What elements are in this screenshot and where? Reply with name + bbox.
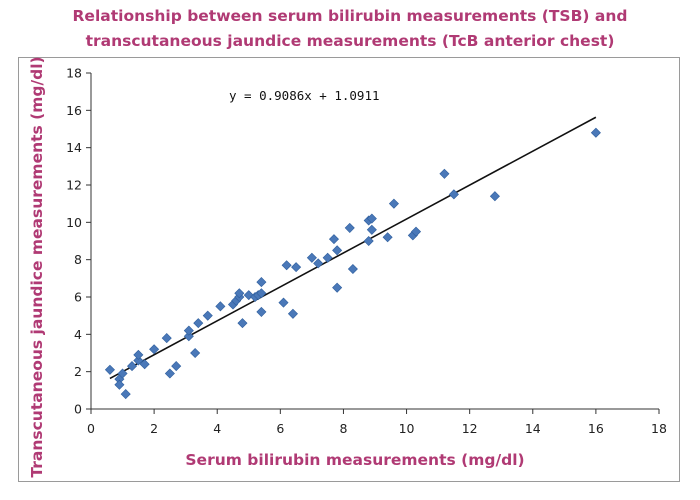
x-tick-label: 18 bbox=[651, 421, 667, 436]
data-point bbox=[161, 333, 172, 344]
data-point bbox=[104, 364, 115, 375]
x-tick-label: 8 bbox=[339, 421, 347, 436]
data-point bbox=[332, 245, 343, 256]
data-point bbox=[489, 191, 500, 202]
data-point bbox=[366, 224, 377, 235]
chart-title-line-1: Relationship between serum bilirubin mea… bbox=[72, 7, 628, 25]
data-point bbox=[256, 288, 267, 299]
x-axis-title: Serum bilirubin measurements (mg/dl) bbox=[185, 451, 524, 469]
x-tick-label: 10 bbox=[399, 421, 415, 436]
data-point bbox=[278, 297, 289, 308]
trendline bbox=[109, 116, 597, 380]
chart-title-line-2: transcutaneous jaundice measurements (Tc… bbox=[85, 32, 615, 50]
data-point bbox=[256, 306, 267, 317]
y-tick-label: 6 bbox=[74, 290, 82, 305]
y-tick-label: 2 bbox=[74, 364, 82, 379]
trendline-equation: y = 0.9086x + 1.0911 bbox=[229, 88, 380, 103]
trendline-group bbox=[109, 116, 597, 380]
data-point bbox=[215, 301, 226, 312]
data-point bbox=[190, 347, 201, 359]
data-point bbox=[117, 368, 128, 379]
data-points bbox=[104, 127, 601, 400]
x-tick-label: 2 bbox=[150, 421, 158, 436]
chart-title: Relationship between serum bilirubin mea… bbox=[0, 4, 700, 54]
y-tick-label: 8 bbox=[74, 252, 82, 267]
y-tick-label: 18 bbox=[66, 66, 82, 81]
data-point bbox=[149, 344, 160, 355]
data-point bbox=[234, 288, 245, 299]
data-point bbox=[139, 359, 150, 370]
data-point bbox=[183, 331, 194, 342]
data-point bbox=[439, 168, 450, 179]
data-point bbox=[328, 234, 340, 245]
data-point bbox=[183, 325, 194, 336]
y-tick-label: 10 bbox=[66, 215, 82, 230]
x-tick-label: 0 bbox=[87, 421, 95, 436]
data-point bbox=[448, 189, 459, 200]
data-point bbox=[202, 310, 213, 321]
data-point bbox=[313, 258, 324, 269]
data-point bbox=[256, 277, 267, 288]
axes bbox=[90, 73, 659, 410]
x-ticks: 0 2 4 6 8 10 12 14 16 18 bbox=[87, 409, 667, 436]
y-tick-label: 14 bbox=[66, 140, 82, 155]
x-tick-label: 16 bbox=[588, 421, 604, 436]
data-point bbox=[363, 235, 374, 247]
data-point bbox=[366, 213, 377, 224]
data-point bbox=[237, 318, 248, 329]
x-tick-label: 12 bbox=[462, 421, 478, 436]
data-point bbox=[347, 263, 358, 275]
y-tick-label: 4 bbox=[74, 327, 82, 342]
data-point bbox=[306, 252, 317, 263]
data-point bbox=[281, 260, 292, 271]
x-tick-label: 14 bbox=[525, 421, 541, 436]
y-tick-label: 16 bbox=[66, 103, 82, 118]
y-tick-label: 12 bbox=[66, 178, 82, 193]
data-point bbox=[291, 262, 302, 273]
data-point bbox=[322, 252, 333, 263]
y-tick-label: 0 bbox=[74, 402, 82, 417]
data-point bbox=[344, 222, 355, 233]
data-point bbox=[133, 355, 144, 366]
data-point bbox=[332, 282, 343, 293]
data-point bbox=[388, 198, 399, 209]
data-point bbox=[171, 361, 182, 372]
data-point bbox=[382, 232, 393, 243]
data-point bbox=[590, 127, 601, 138]
y-axis-title: Transcutaneous jaundice measurements (mg… bbox=[28, 56, 46, 477]
chart-frame bbox=[18, 57, 680, 482]
data-point bbox=[120, 389, 131, 400]
data-point bbox=[133, 349, 144, 360]
x-tick-label: 4 bbox=[213, 421, 221, 436]
data-point bbox=[193, 318, 204, 329]
data-point bbox=[243, 290, 254, 301]
data-point bbox=[410, 226, 422, 237]
x-tick-label: 6 bbox=[276, 421, 284, 436]
data-point bbox=[126, 361, 138, 372]
data-point bbox=[114, 379, 125, 390]
data-point bbox=[164, 368, 175, 379]
data-point bbox=[287, 308, 298, 319]
y-ticks: 0 2 4 6 8 10 12 14 16 18 bbox=[66, 66, 91, 417]
